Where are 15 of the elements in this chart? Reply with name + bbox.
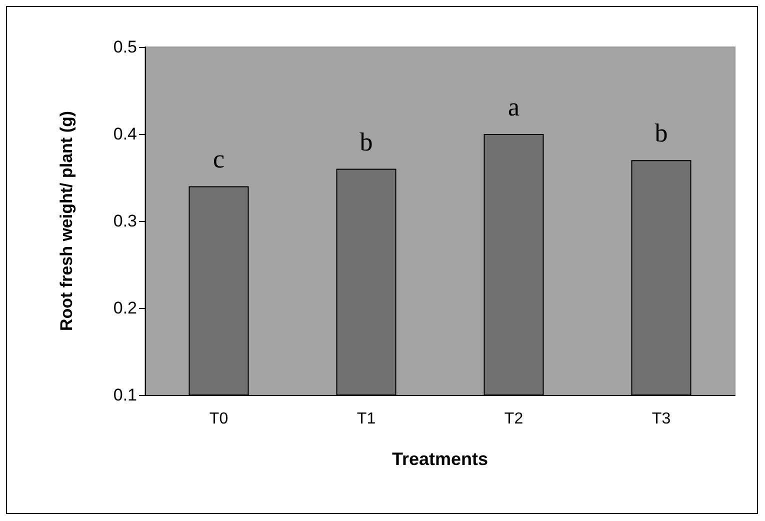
y-tick-label: 0.2 (113, 298, 137, 318)
y-tick-label: 0.4 (113, 124, 137, 144)
x-tick-label: T1 (356, 410, 376, 428)
data-label: b (654, 118, 668, 148)
y-tick-label: 0.5 (113, 38, 137, 56)
data-label: b (360, 127, 373, 156)
data-label: c (212, 144, 225, 174)
y-tick-label: 0.3 (113, 212, 137, 230)
data-label: a (508, 92, 520, 122)
x-tick-label: T2 (504, 410, 524, 428)
x-tick-label: T3 (652, 410, 671, 428)
y-tick-label: 0.1 (113, 386, 137, 404)
y-axis-title: Root fresh weight/ plant (g) (57, 110, 76, 332)
x-tick-label: T0 (209, 410, 228, 428)
x-axis-title: Treatments (392, 449, 488, 469)
